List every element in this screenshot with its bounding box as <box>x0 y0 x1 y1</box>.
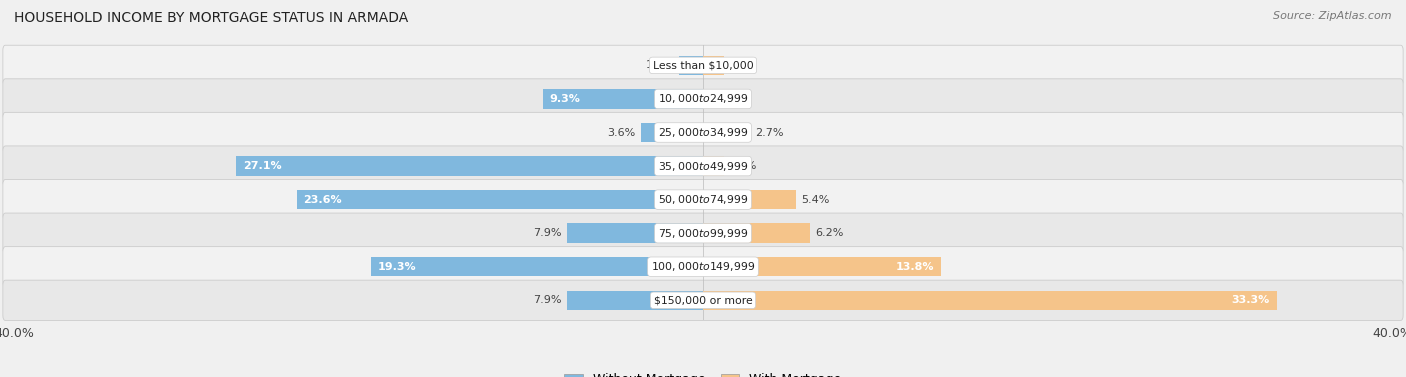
Text: 7.9%: 7.9% <box>533 228 562 238</box>
Bar <box>567 291 703 310</box>
FancyBboxPatch shape <box>3 79 1403 119</box>
Text: $25,000 to $34,999: $25,000 to $34,999 <box>658 126 748 139</box>
Text: Less than $10,000: Less than $10,000 <box>652 60 754 70</box>
Text: Source: ZipAtlas.com: Source: ZipAtlas.com <box>1274 11 1392 21</box>
Bar <box>543 89 703 109</box>
Text: $35,000 to $49,999: $35,000 to $49,999 <box>658 159 748 173</box>
Bar <box>703 224 810 243</box>
Bar <box>297 190 703 209</box>
Text: 6.2%: 6.2% <box>815 228 844 238</box>
Text: 1.2%: 1.2% <box>728 60 758 70</box>
Bar <box>567 224 703 243</box>
Text: 23.6%: 23.6% <box>304 195 342 205</box>
Text: 0.0%: 0.0% <box>710 94 738 104</box>
FancyBboxPatch shape <box>3 247 1403 287</box>
Bar <box>703 156 724 176</box>
FancyBboxPatch shape <box>3 213 1403 253</box>
Bar <box>703 257 941 276</box>
Text: 27.1%: 27.1% <box>243 161 281 171</box>
Text: 1.2%: 1.2% <box>728 161 758 171</box>
Text: 7.9%: 7.9% <box>533 295 562 305</box>
Legend: Without Mortgage, With Mortgage: Without Mortgage, With Mortgage <box>560 368 846 377</box>
Bar <box>371 257 703 276</box>
Text: 2.7%: 2.7% <box>755 127 783 138</box>
FancyBboxPatch shape <box>3 146 1403 186</box>
Text: $100,000 to $149,999: $100,000 to $149,999 <box>651 260 755 273</box>
Text: HOUSEHOLD INCOME BY MORTGAGE STATUS IN ARMADA: HOUSEHOLD INCOME BY MORTGAGE STATUS IN A… <box>14 11 408 25</box>
Text: 1.4%: 1.4% <box>645 60 673 70</box>
Text: 5.4%: 5.4% <box>801 195 830 205</box>
FancyBboxPatch shape <box>3 179 1403 220</box>
Bar <box>703 56 724 75</box>
Bar <box>236 156 703 176</box>
Bar <box>679 56 703 75</box>
Text: $75,000 to $99,999: $75,000 to $99,999 <box>658 227 748 240</box>
FancyBboxPatch shape <box>3 112 1403 153</box>
FancyBboxPatch shape <box>3 280 1403 320</box>
Text: 19.3%: 19.3% <box>377 262 416 272</box>
Text: $50,000 to $74,999: $50,000 to $74,999 <box>658 193 748 206</box>
FancyBboxPatch shape <box>3 45 1403 86</box>
Bar <box>641 123 703 142</box>
Bar <box>703 190 796 209</box>
Bar <box>703 291 1277 310</box>
Text: $150,000 or more: $150,000 or more <box>654 295 752 305</box>
Text: 33.3%: 33.3% <box>1232 295 1270 305</box>
Text: 9.3%: 9.3% <box>550 94 581 104</box>
Text: 13.8%: 13.8% <box>896 262 934 272</box>
Text: $10,000 to $24,999: $10,000 to $24,999 <box>658 92 748 106</box>
Bar <box>703 123 749 142</box>
Text: 3.6%: 3.6% <box>607 127 636 138</box>
